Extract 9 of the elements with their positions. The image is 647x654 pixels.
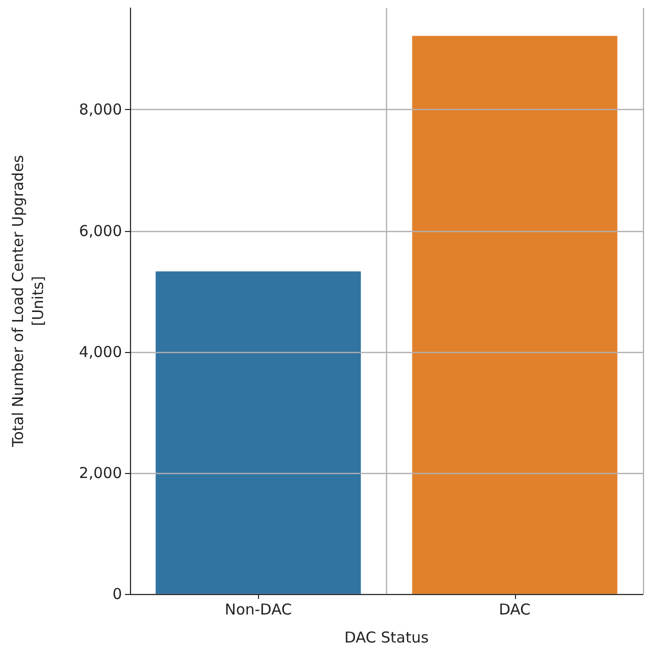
x-axis-title: DAC Status — [344, 628, 429, 646]
x-tick-label: Non-DAC — [224, 600, 292, 618]
y-tick-label: 2,000 — [79, 464, 122, 482]
y-axis-title: Total Number of Load Center Upgrades [Units] — [9, 154, 47, 448]
y-tick-label: 0 — [112, 585, 122, 603]
y-tick-label: 4,000 — [79, 342, 122, 361]
y-tick-label: 6,000 — [79, 222, 122, 240]
y-tick-label: 8,000 — [79, 100, 122, 119]
x-tick-label: DAC — [498, 600, 531, 618]
